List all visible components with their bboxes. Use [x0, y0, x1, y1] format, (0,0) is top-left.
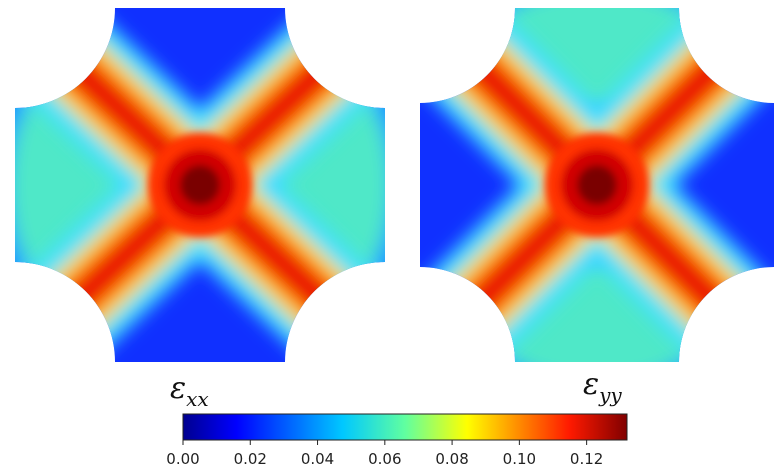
field-panel [420, 8, 774, 362]
colorbar-tick-label: 0.10 [503, 450, 536, 468]
colorbar-tick-label: 0.04 [301, 450, 334, 468]
field-panel [15, 8, 385, 362]
field-core [148, 133, 252, 237]
panel-label: εxx [170, 371, 209, 411]
colorbar-tick-label: 0.00 [166, 450, 199, 468]
field-core-ring [577, 165, 617, 205]
panel-label: εyy [583, 367, 622, 407]
colorbar-tick-label: 0.06 [368, 450, 401, 468]
colorbar-tick-label: 0.12 [570, 450, 603, 468]
colorbar [182, 413, 628, 441]
field-core [545, 133, 649, 237]
field-core-ring [180, 165, 220, 205]
colorbar-tick-label: 0.02 [234, 450, 267, 468]
colorbar-tick-label: 0.08 [435, 450, 468, 468]
